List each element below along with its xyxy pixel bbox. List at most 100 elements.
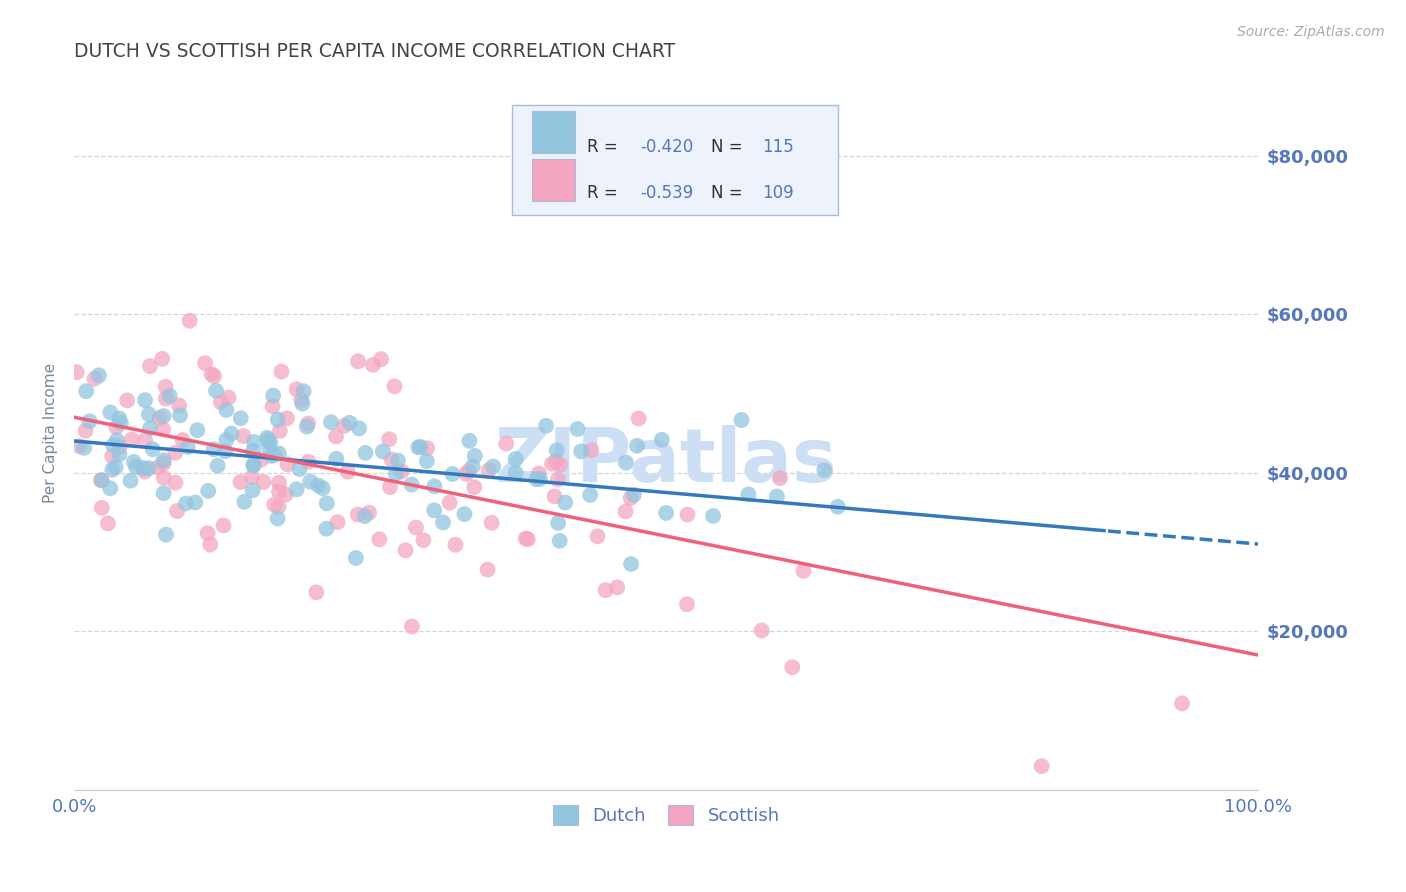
Point — [627, 411, 650, 425]
Point — [444, 538, 467, 552]
Point — [262, 399, 284, 413]
Point — [299, 475, 322, 489]
Legend: Dutch, Scottish: Dutch, Scottish — [544, 796, 789, 834]
Point — [702, 508, 724, 523]
Point — [346, 508, 368, 522]
Point — [441, 467, 464, 481]
Point — [98, 405, 121, 419]
Text: R =: R = — [586, 138, 623, 156]
Point — [548, 533, 571, 548]
Point — [104, 460, 127, 475]
Point — [274, 487, 297, 501]
Point — [381, 452, 404, 467]
Point — [344, 551, 367, 566]
Point — [242, 443, 264, 458]
Point — [339, 416, 361, 430]
Point — [105, 433, 128, 447]
Point — [527, 467, 550, 481]
Point — [153, 471, 176, 485]
Point — [197, 483, 219, 498]
Point — [477, 563, 499, 577]
Text: 115: 115 — [762, 138, 794, 156]
Point — [614, 456, 637, 470]
Point — [75, 384, 97, 398]
Point — [543, 490, 565, 504]
Point — [371, 444, 394, 458]
Point — [751, 624, 773, 638]
Text: 109: 109 — [762, 184, 794, 202]
Point — [405, 520, 427, 534]
Point — [534, 418, 557, 433]
Text: -0.420: -0.420 — [640, 138, 693, 156]
Point — [548, 458, 571, 472]
Point — [177, 440, 200, 454]
Point — [167, 399, 190, 413]
Point — [730, 413, 752, 427]
Point — [155, 527, 177, 541]
Point — [263, 448, 285, 462]
Point — [240, 470, 263, 484]
Point — [769, 471, 792, 485]
Point — [262, 388, 284, 402]
Point — [149, 411, 172, 425]
Point — [385, 467, 408, 481]
Point — [233, 494, 256, 508]
Point — [215, 403, 238, 417]
Point — [347, 421, 370, 435]
Point — [266, 511, 288, 525]
Point — [423, 479, 446, 493]
Point — [461, 459, 484, 474]
Point — [105, 420, 128, 434]
Point — [103, 438, 125, 452]
Point — [416, 441, 439, 455]
Point — [401, 619, 423, 633]
Point — [194, 356, 217, 370]
Point — [1031, 759, 1053, 773]
Point — [214, 444, 236, 458]
Point — [361, 358, 384, 372]
Point — [620, 557, 643, 571]
Point — [110, 416, 132, 430]
Point — [218, 391, 240, 405]
Point — [478, 463, 501, 477]
Point — [482, 459, 505, 474]
Point — [368, 533, 391, 547]
Point — [766, 490, 789, 504]
Point — [90, 500, 112, 515]
Point — [75, 424, 97, 438]
Text: -0.539: -0.539 — [640, 184, 693, 202]
Point — [333, 418, 356, 433]
Point — [464, 449, 486, 463]
Point — [515, 532, 537, 546]
Point — [416, 454, 439, 468]
Point — [87, 368, 110, 383]
Point — [737, 487, 759, 501]
Point — [229, 475, 252, 489]
Point — [174, 497, 197, 511]
Point — [101, 449, 124, 463]
Point — [315, 496, 337, 510]
Point — [292, 384, 315, 399]
Point — [150, 351, 173, 366]
Text: Source: ZipAtlas.com: Source: ZipAtlas.com — [1237, 25, 1385, 39]
Point — [152, 486, 174, 500]
Point — [212, 518, 235, 533]
Point — [620, 491, 643, 505]
Point — [586, 529, 609, 543]
Point — [676, 508, 699, 522]
Point — [155, 380, 177, 394]
Point — [115, 393, 138, 408]
Point — [108, 440, 131, 454]
Point — [169, 409, 191, 423]
Point — [453, 507, 475, 521]
Point — [412, 533, 434, 548]
Point — [285, 382, 308, 396]
Point — [215, 433, 238, 447]
Point — [581, 443, 603, 458]
Point — [152, 456, 174, 470]
Point — [401, 477, 423, 491]
Point — [259, 435, 281, 450]
Point — [547, 473, 569, 487]
Point — [319, 415, 342, 429]
Point — [139, 421, 162, 435]
